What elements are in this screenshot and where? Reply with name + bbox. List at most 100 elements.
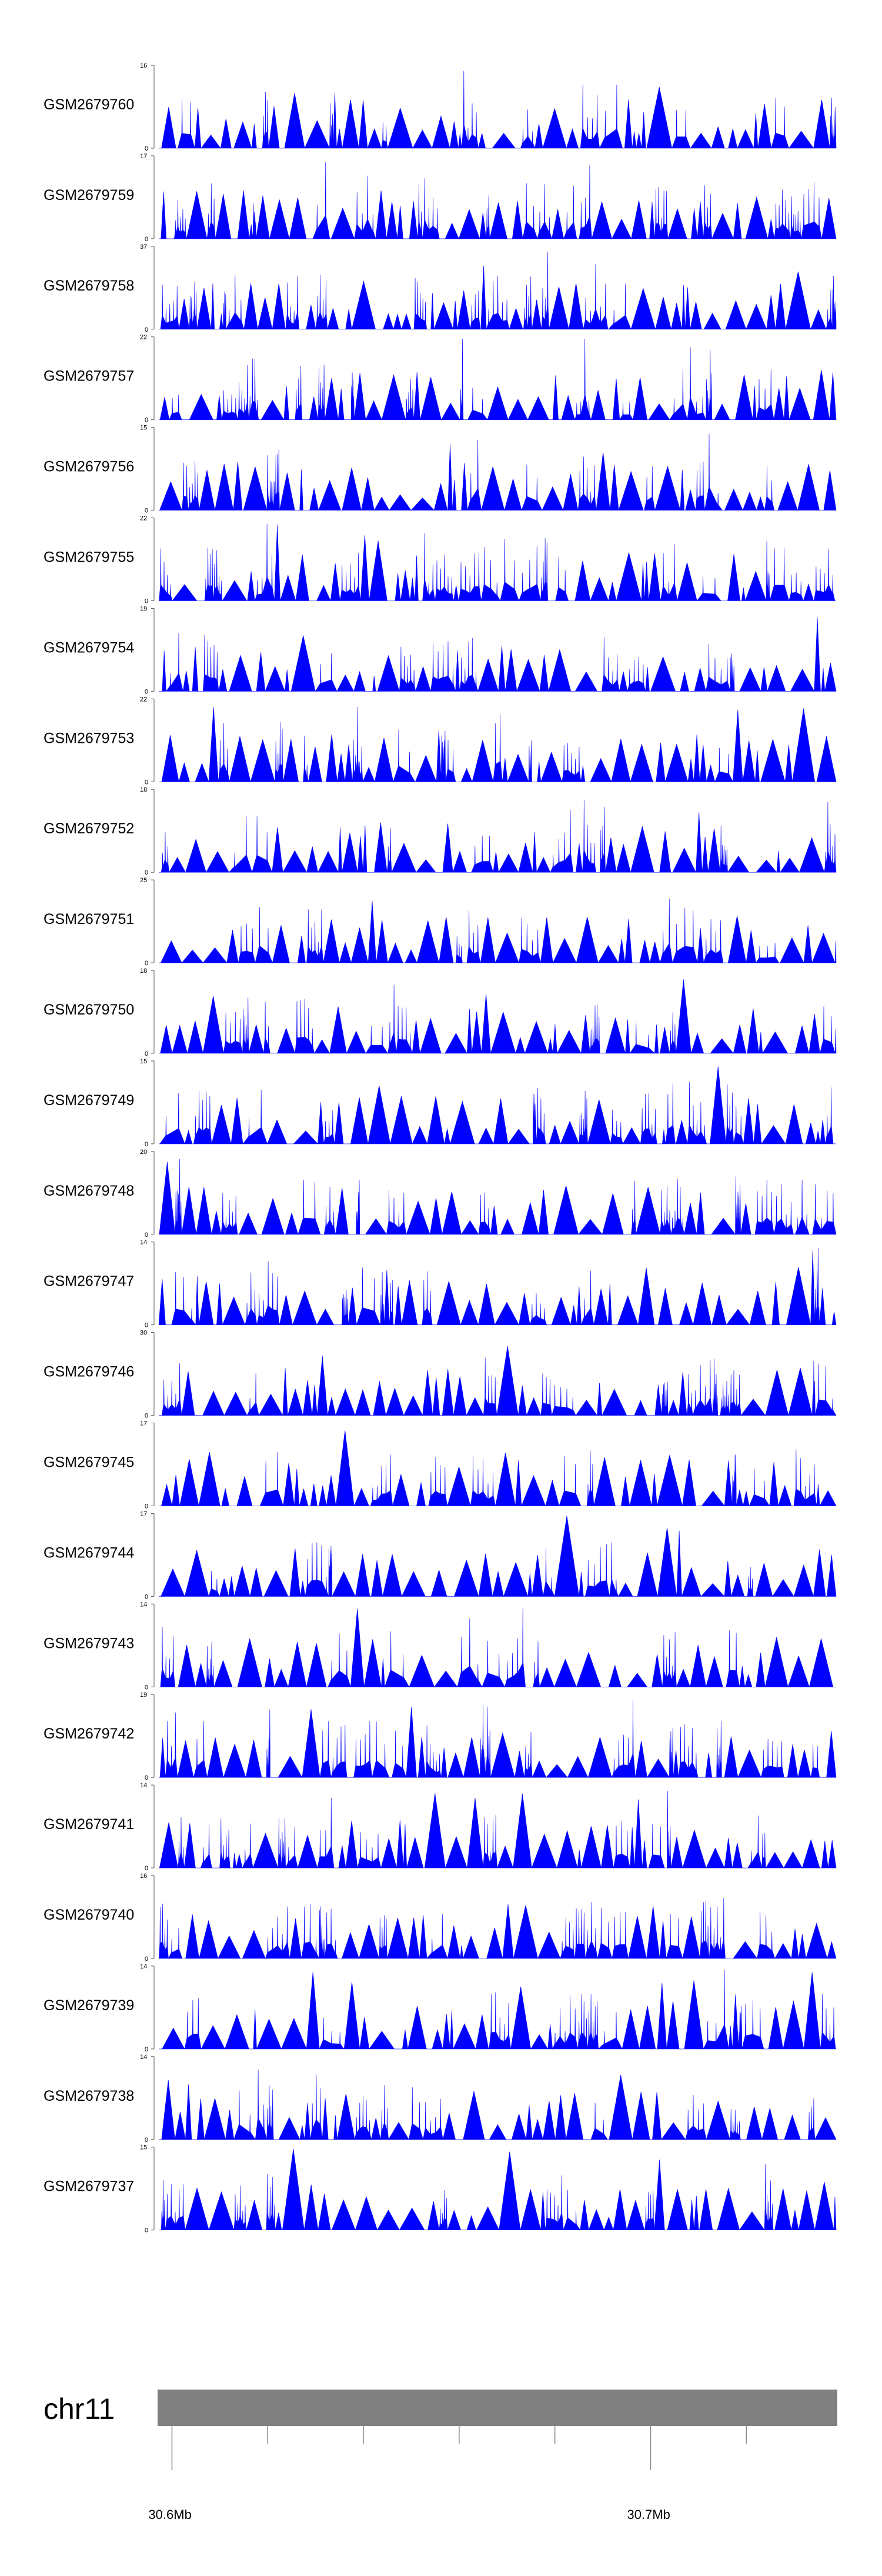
coverage-area: [159, 1898, 837, 1960]
coverage-area: [159, 162, 837, 240]
y-tick-label-min: 0: [145, 1322, 148, 1329]
y-tick-label-min: 0: [145, 2137, 148, 2144]
coverage-area: [159, 2069, 837, 2140]
coverage-area: [159, 618, 837, 692]
y-tick-label-min: 0: [145, 508, 148, 515]
coverage-area: [159, 1346, 837, 1416]
coverage-area: [159, 252, 837, 330]
track-label: GSM2679759: [44, 187, 134, 203]
y-tick-label-min: 0: [145, 1141, 148, 1148]
genome-axis-label: 30.7Mb: [627, 2507, 670, 2522]
y-tick-label-min: 0: [145, 326, 148, 333]
track-label: GSM2679749: [44, 1092, 134, 1109]
y-tick-label-max: 18: [140, 967, 147, 975]
coverage-area: [159, 1066, 836, 1144]
y-tick-label-max: 17: [140, 1510, 147, 1517]
y-tick-label-max: 19: [140, 1691, 147, 1699]
track-label: GSM2679739: [44, 1997, 134, 2014]
coverage-area: [159, 338, 837, 421]
coverage-area: [159, 1608, 836, 1688]
track-label: GSM2679754: [44, 639, 134, 656]
coverage-area: [159, 1159, 837, 1235]
y-tick-label-max: 14: [140, 1239, 147, 1246]
track-label: GSM2679750: [44, 1002, 134, 1018]
y-tick-label-max: 22: [140, 696, 147, 703]
y-tick-label-min: 0: [145, 2227, 148, 2234]
track-label: GSM2679753: [44, 730, 134, 746]
track-label: GSM2679743: [44, 1635, 134, 1651]
coverage-area: [159, 1516, 837, 1597]
y-tick-label-min: 0: [145, 1865, 148, 1872]
y-tick-label-max: 30: [140, 1330, 147, 1337]
y-tick-label-min: 0: [145, 1232, 148, 1239]
track-label: GSM2679742: [44, 1726, 134, 1742]
y-tick-label-max: 25: [140, 877, 147, 884]
y-tick-label-max: 14: [140, 1782, 147, 1789]
coverage-area: [159, 1700, 837, 1778]
track-label: GSM2679748: [44, 1183, 134, 1199]
y-tick-label-min: 0: [145, 417, 148, 424]
track-label: GSM2679738: [44, 2088, 134, 2104]
y-tick-label-min: 0: [145, 1503, 148, 1510]
coverage-area: [159, 2148, 837, 2231]
coverage-area: [158, 1247, 837, 1326]
y-tick-label-min: 0: [145, 145, 148, 152]
track-label: GSM2679757: [44, 368, 134, 385]
y-tick-label-max: 16: [140, 62, 147, 69]
track-label: GSM2679758: [44, 278, 134, 294]
y-tick-label-max: 17: [140, 153, 147, 160]
track-label: GSM2679741: [44, 1816, 134, 1833]
y-tick-label-max: 37: [140, 243, 147, 251]
y-tick-label-min: 0: [145, 1413, 148, 1420]
coverage-area: [159, 523, 836, 602]
y-tick-label-max: 16: [140, 1873, 147, 1880]
coverage-area: [159, 706, 837, 783]
y-tick-label-max: 20: [140, 1149, 147, 1156]
track-label: GSM2679745: [44, 1454, 134, 1471]
y-tick-label-min: 0: [145, 1956, 148, 1963]
chromosome-label: chr11: [44, 2393, 115, 2425]
y-tick-label-max: 15: [140, 2144, 147, 2151]
track-label: GSM2679744: [44, 1544, 134, 1561]
y-tick-label-min: 0: [145, 688, 148, 695]
track-label: GSM2679760: [44, 96, 134, 113]
track-label: GSM2679737: [44, 2178, 134, 2195]
y-tick-label-max: 22: [140, 334, 147, 341]
coverage-area: [159, 1969, 836, 2050]
y-tick-label-max: 22: [140, 515, 147, 522]
track-label: GSM2679755: [44, 549, 134, 566]
y-tick-label-max: 19: [140, 605, 147, 612]
y-tick-label-min: 0: [145, 869, 148, 876]
y-tick-label-max: 17: [140, 1420, 147, 1427]
y-tick-label-max: 18: [140, 786, 147, 793]
coverage-area: [159, 71, 837, 149]
track-label: GSM2679751: [44, 911, 134, 927]
track-label: GSM2679756: [44, 459, 134, 475]
y-tick-label-min: 0: [145, 779, 148, 786]
y-tick-label-min: 0: [145, 960, 148, 967]
y-tick-label-min: 0: [145, 2046, 148, 2053]
y-tick-label-min: 0: [145, 1050, 148, 1057]
track-label: GSM2679746: [44, 1364, 134, 1380]
coverage-area: [159, 1791, 837, 1869]
coverage-area: [159, 1430, 837, 1507]
y-tick-label-min: 0: [145, 598, 148, 605]
coverage-area: [159, 899, 837, 964]
chromosome-ideogram: [158, 2390, 837, 2426]
y-tick-label-min: 0: [145, 1774, 148, 1781]
track-label: GSM2679747: [44, 1273, 134, 1290]
coverage-area: [159, 800, 837, 873]
y-tick-label-max: 14: [140, 1963, 147, 1970]
track-label: GSM2679740: [44, 1907, 134, 1923]
y-tick-label-max: 15: [140, 1058, 147, 1065]
y-tick-label-min: 0: [145, 236, 148, 243]
y-tick-label-max: 14: [140, 1601, 147, 1608]
coverage-area: [159, 433, 837, 511]
genome-axis-label: 30.6Mb: [148, 2507, 191, 2522]
track-label: GSM2679752: [44, 820, 134, 837]
y-tick-label-max: 14: [140, 2054, 147, 2061]
y-tick-label-max: 15: [140, 425, 147, 432]
coverage-area: [159, 979, 837, 1055]
